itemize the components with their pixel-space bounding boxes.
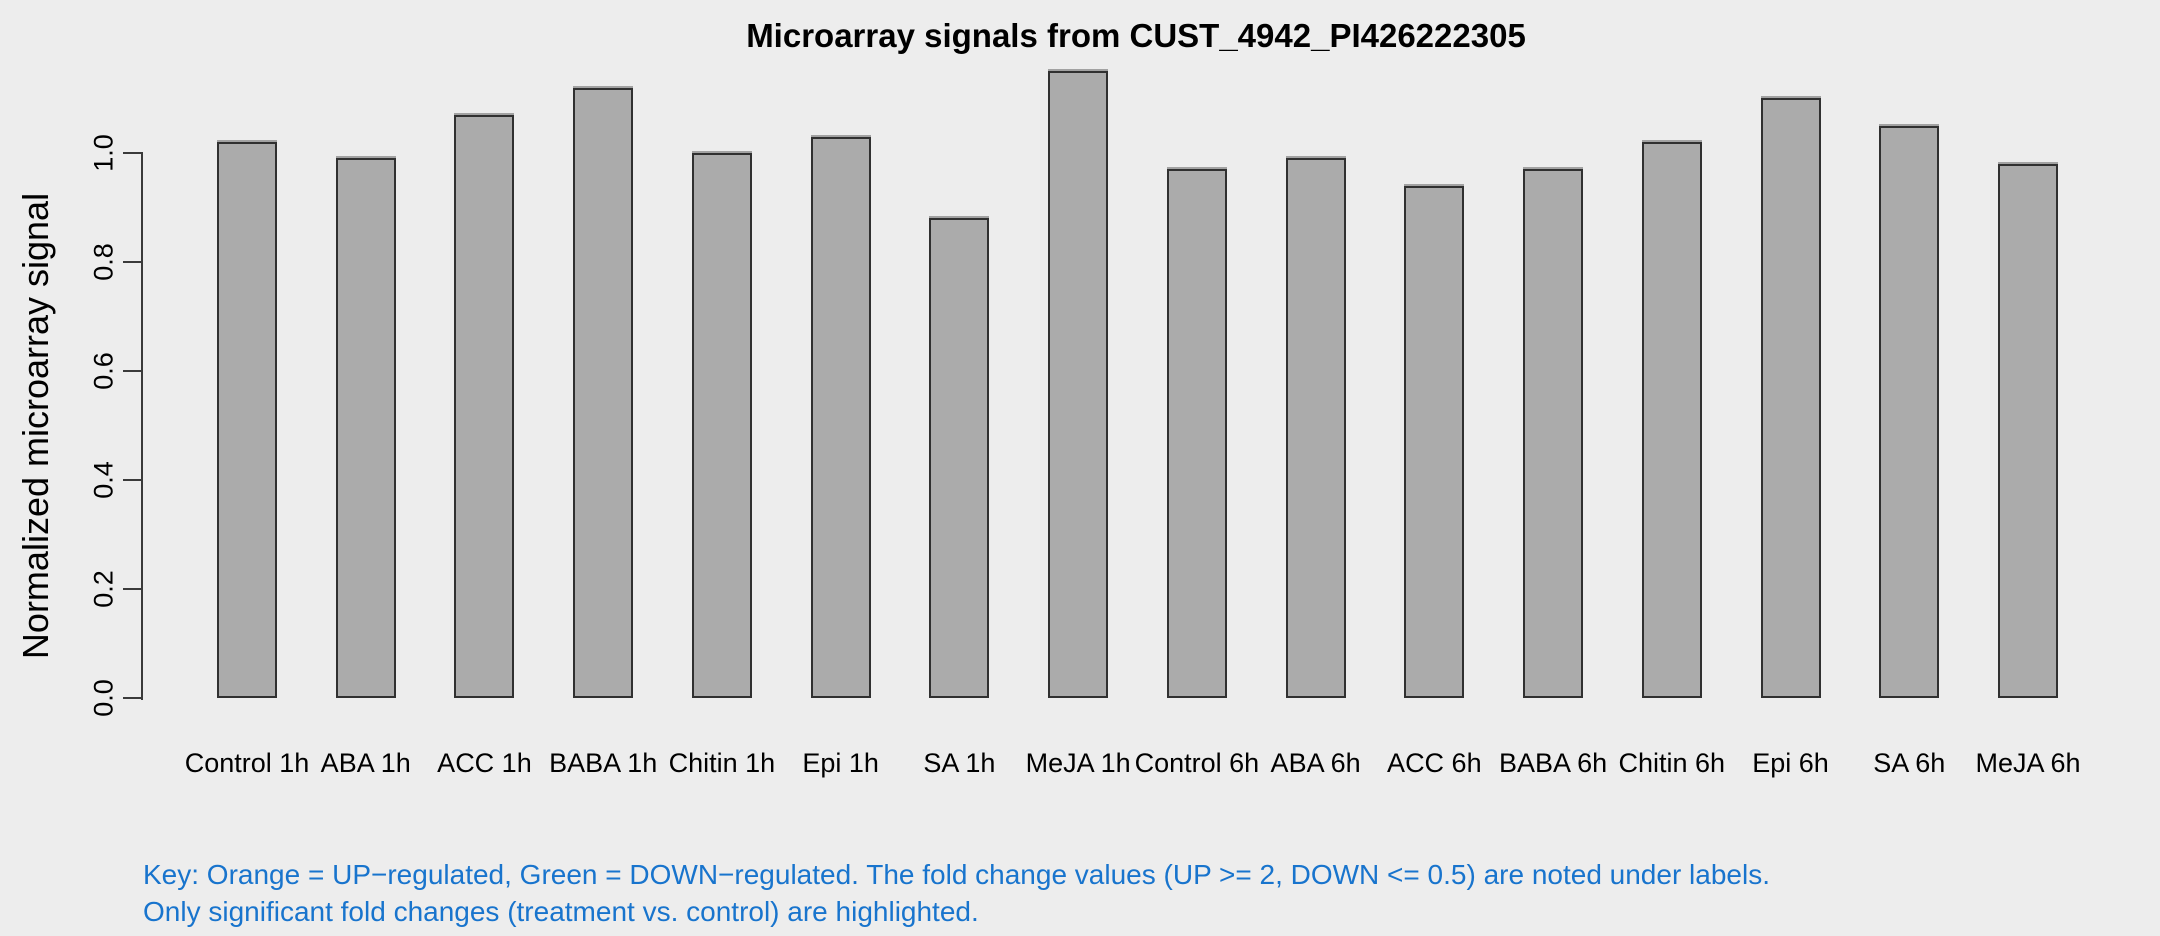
y-tick-label: 0.8 (88, 243, 119, 281)
y-tick-label: 1.0 (88, 134, 119, 172)
y-tick-label: 0.6 (88, 352, 119, 390)
bar-meja-1h (1048, 71, 1108, 698)
x-tick-label: ACC 1h (437, 748, 532, 778)
bar-epi-6h (1761, 98, 1821, 698)
y-tick-mark (123, 261, 143, 263)
bar-sa-1h (929, 218, 989, 698)
x-tick-label: BABA 1h (549, 748, 658, 778)
x-tick-label: Control 6h (1134, 748, 1260, 778)
x-tick-label: SA 6h (1873, 748, 1946, 778)
key-line-1: Key: Orange = UP−regulated, Green = DOWN… (143, 859, 1770, 890)
x-tick-label: MeJA 6h (1975, 748, 2081, 778)
bar-aba-1h (336, 158, 396, 698)
bar-control-1h (217, 142, 277, 698)
bar-sa-6h (1879, 126, 1939, 698)
bar-chitin-6h (1642, 142, 1702, 698)
key-line-2: Only significant fold changes (treatment… (143, 896, 979, 927)
bar-epi-1h (811, 137, 871, 698)
chart-title: Microarray signals from CUST_4942_PI4262… (746, 17, 1526, 54)
x-tick-label: Epi 1h (802, 748, 879, 778)
bar-baba-1h (573, 88, 633, 698)
bar-chitin-1h (692, 153, 752, 698)
x-tick-label: ABA 6h (1270, 748, 1361, 778)
bar-meja-6h (1998, 164, 2058, 698)
x-tick-label: ACC 6h (1387, 748, 1482, 778)
y-tick-mark (123, 152, 143, 154)
y-tick-label: 0.4 (88, 461, 119, 499)
x-tick-label: Chitin 1h (668, 748, 776, 778)
y-tick-mark (123, 370, 143, 372)
y-axis-line (141, 152, 143, 700)
bar-control-6h (1167, 169, 1227, 698)
y-axis-title: Normalized microarray signal (15, 192, 56, 660)
y-tick-mark (123, 588, 143, 590)
x-tick-label: SA 1h (923, 748, 996, 778)
x-tick-label: ABA 1h (320, 748, 411, 778)
x-tick-label: Chitin 6h (1618, 748, 1726, 778)
x-tick-label: MeJA 1h (1025, 748, 1131, 778)
bar-acc-1h (454, 115, 514, 698)
bar-acc-6h (1404, 186, 1464, 698)
key-note: Key: Orange = UP−regulated, Green = DOWN… (143, 856, 1770, 930)
y-tick-label: 0.0 (88, 679, 119, 717)
x-tick-label: Epi 6h (1752, 748, 1829, 778)
bar-baba-6h (1523, 169, 1583, 698)
x-tick-label: Control 1h (184, 748, 310, 778)
bar-aba-6h (1286, 158, 1346, 698)
x-tick-label: BABA 6h (1499, 748, 1608, 778)
y-tick-label: 0.2 (88, 570, 119, 608)
y-tick-mark (123, 479, 143, 481)
y-tick-mark (123, 697, 143, 699)
